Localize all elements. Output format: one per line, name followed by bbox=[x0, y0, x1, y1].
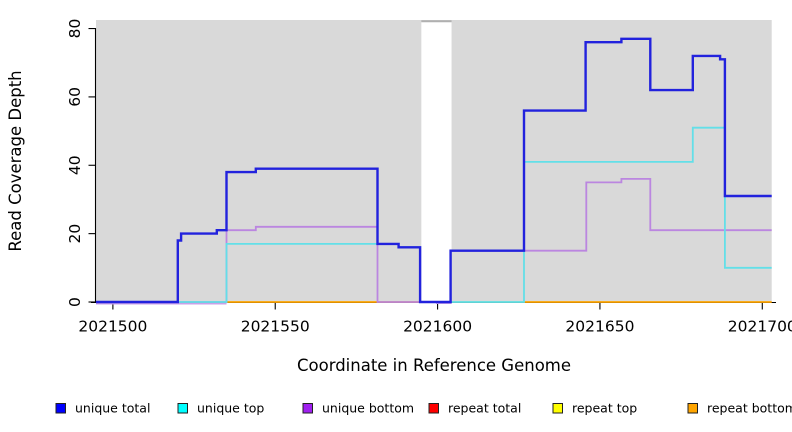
legend-item-unique-total: unique total bbox=[55, 401, 150, 416]
x-axis-title: Coordinate in Reference Genome bbox=[297, 356, 571, 375]
legend-item-label: repeat total bbox=[448, 401, 521, 416]
legend-swatch-repeat-bottom-icon bbox=[687, 403, 698, 414]
legend-item-label: repeat top bbox=[572, 401, 637, 416]
y-tick-label: 80 bbox=[66, 19, 84, 39]
y-tick-label: 40 bbox=[66, 155, 84, 175]
legend-swatch-repeat-total-icon bbox=[428, 403, 439, 414]
y-axis-title: Read Coverage Depth bbox=[6, 70, 25, 251]
x-tick-label: 2021600 bbox=[403, 318, 472, 336]
x-tick-label: 2021500 bbox=[78, 318, 147, 336]
legend-swatch-unique-top-icon bbox=[177, 403, 188, 414]
legend-item-label: unique bottom bbox=[322, 401, 414, 416]
legend-item-label: repeat bottom bbox=[707, 401, 792, 416]
legend: unique total unique top unique bottom repea… bbox=[55, 401, 792, 416]
y-tick-label: 20 bbox=[66, 224, 84, 244]
x-tick-label: 2021650 bbox=[565, 318, 634, 336]
x-tick-label: 2021550 bbox=[241, 318, 310, 336]
legend-item-repeat-top: repeat top bbox=[552, 401, 637, 416]
legend-item-repeat-total: repeat total bbox=[428, 401, 521, 416]
plot-area: 2021500 2021550 2021600 2021650 2021700 0 20 40… bbox=[66, 19, 792, 336]
legend-swatch-repeat-top-icon bbox=[552, 403, 563, 414]
legend-item-label: unique top bbox=[197, 401, 264, 416]
legend-item-label: unique total bbox=[75, 401, 150, 416]
series-unique-top-line bbox=[96, 126, 772, 303]
legend-item-repeat-bottom: repeat bottom bbox=[687, 401, 792, 416]
series-unique-total-line bbox=[96, 37, 772, 304]
legend-swatch-unique-total-icon bbox=[55, 403, 66, 414]
legend-swatch-unique-bottom-icon bbox=[302, 403, 313, 414]
masked-region bbox=[421, 22, 452, 303]
y-tick-label: 60 bbox=[66, 87, 84, 107]
legend-item-unique-top: unique top bbox=[177, 401, 264, 416]
x-tick-label: 2021700 bbox=[728, 318, 792, 336]
y-tick-label: 0 bbox=[66, 297, 84, 307]
legend-item-unique-bottom: unique bottom bbox=[302, 401, 414, 416]
